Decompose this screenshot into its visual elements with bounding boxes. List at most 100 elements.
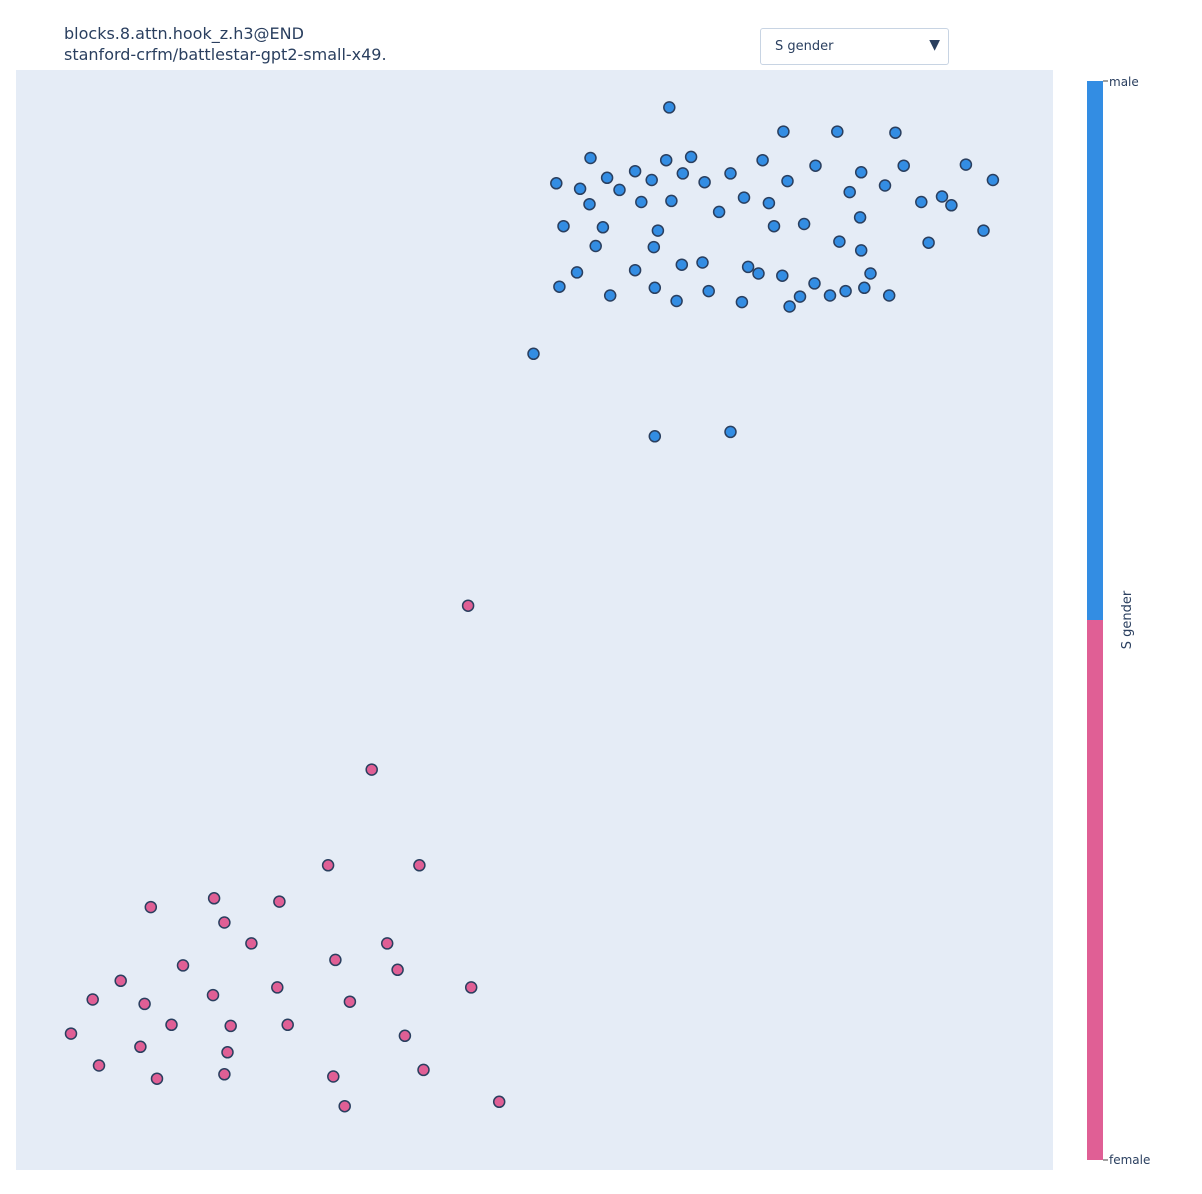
scatter-point-male-69 (724, 425, 737, 439)
scatter-point-female-2 (321, 859, 335, 872)
chart-title-line-2: stanford-crfm/battlestar-gpt2-small-x49. (64, 45, 387, 64)
scatter-point-male-53 (603, 289, 617, 302)
scatter-point-male-11 (959, 158, 973, 171)
scatter-point-male-25 (781, 174, 794, 188)
scatter-point-female-12 (391, 963, 404, 977)
scatter-point-female-29 (218, 1068, 231, 1081)
scatter-point-female-32 (338, 1099, 351, 1113)
scatter-point-female-20 (165, 1018, 178, 1032)
colorbar-segment-female (1087, 620, 1103, 1160)
scatter-point-female-22 (281, 1018, 294, 1032)
scatter-point-male-43 (647, 240, 661, 254)
scatter-point-male-17 (878, 179, 892, 192)
scatter-point-male-19 (935, 190, 949, 203)
scatter-point-female-0 (461, 599, 475, 612)
scatter-point-male-55 (648, 281, 662, 295)
scatter-point-male-52 (570, 266, 584, 279)
color-by-dropdown[interactable]: S gender ▼ (760, 28, 949, 65)
chart-title-line-1: blocks.8.attn.hook_z.h3@END (64, 24, 304, 43)
colorbar-tick-label-female: female (1109, 1153, 1150, 1167)
scatter-point-male-59 (783, 300, 796, 313)
scatter-point-male-35 (945, 199, 958, 212)
scatter-point-male-66 (882, 289, 896, 302)
scatter-point-male-42 (589, 239, 602, 253)
colorbar-segment-male (1087, 81, 1103, 620)
scatter-point-female-19 (343, 995, 357, 1008)
scatter-point-male-23 (645, 173, 658, 187)
scatter-point-male-58 (752, 267, 765, 280)
scatter-point-male-0 (663, 101, 676, 114)
scatter-point-female-7 (218, 916, 231, 929)
plot-area (16, 70, 1053, 1170)
scatter-point-male-68 (648, 430, 662, 443)
scatter-point-female-27 (92, 1059, 106, 1072)
scatter-point-male-50 (864, 267, 877, 280)
scatter-point-male-14 (676, 167, 690, 180)
scatter-point-female-31 (417, 1063, 430, 1077)
scatter-point-male-27 (583, 197, 596, 211)
scatter-point-male-3 (889, 126, 902, 139)
chart-title: blocks.8.attn.hook_z.h3@END stanford-crf… (64, 23, 387, 65)
scatter-point-male-47 (776, 269, 789, 282)
scatter-point-male-1 (777, 125, 790, 138)
scatter-point-male-15 (724, 167, 737, 180)
scatter-point-male-9 (854, 166, 868, 179)
scatter-point-male-34 (922, 236, 935, 249)
scatter-point-female-13 (114, 974, 127, 988)
scatter-point-male-32 (762, 196, 776, 210)
scatter-point-female-23 (398, 1029, 412, 1043)
dropdown-selected-value: S gender (775, 39, 834, 54)
scatter-point-male-30 (712, 205, 726, 219)
scatter-point-male-41 (977, 224, 990, 237)
scatter-point-male-28 (635, 195, 648, 209)
scatter-point-male-67 (527, 347, 540, 361)
scatter-point-male-5 (659, 153, 673, 167)
scatter-point-male-26 (986, 173, 1000, 187)
scatter-point-female-21 (224, 1019, 237, 1033)
scatter-point-male-54 (628, 263, 642, 277)
scatter-point-male-24 (698, 175, 711, 189)
scatter-point-male-45 (696, 256, 709, 269)
scatter-point-male-10 (897, 159, 910, 172)
colorbar-title: S gender (1120, 590, 1135, 649)
scatter-point-male-29 (665, 194, 678, 208)
colorbar: male female S gender (1087, 75, 1150, 1167)
scatter-point-male-63 (735, 295, 749, 309)
scatter-point-male-56 (670, 294, 683, 308)
scatter-point-male-39 (767, 219, 781, 233)
scatter-point-male-49 (854, 244, 868, 257)
scatter-point-male-46 (741, 260, 755, 274)
scatter-point-female-16 (86, 993, 99, 1006)
scatter-point-female-10 (380, 937, 394, 950)
scatter-point-male-16 (843, 185, 856, 199)
scatter-point-female-6 (273, 895, 286, 908)
scatter-point-male-61 (839, 284, 852, 298)
scatter-point-female-25 (134, 1040, 147, 1054)
scatter-point-male-64 (793, 290, 807, 303)
scatter-point-male-18 (915, 195, 928, 209)
scatter-point-female-9 (329, 953, 342, 967)
scatter-point-male-13 (628, 164, 642, 178)
scatter-point-female-14 (271, 981, 284, 994)
scatter-point-female-11 (176, 959, 190, 972)
scatter-point-male-12 (600, 171, 614, 185)
scatter-point-female-8 (245, 937, 258, 950)
scatter-point-female-1 (365, 763, 378, 776)
points-layer (64, 101, 1000, 1113)
scatter-point-male-31 (737, 191, 751, 204)
scatter-point-female-17 (138, 997, 151, 1011)
scatter-point-female-4 (144, 900, 158, 914)
triangle-down-icon: ▼ (929, 37, 940, 53)
scatter-point-male-37 (596, 221, 610, 234)
scatter-point-female-24 (64, 1027, 78, 1040)
scatter-point-male-60 (808, 277, 821, 290)
scatter-point-female-18 (206, 988, 220, 1002)
scatter-point-female-28 (150, 1072, 164, 1085)
scatter-point-male-62 (858, 281, 871, 295)
scatter-point-male-33 (853, 211, 867, 224)
colorbar-tick-label-male: male (1109, 75, 1139, 89)
scatter-point-male-4 (584, 151, 597, 165)
scatter-point-male-40 (797, 217, 811, 231)
scatter-point-male-38 (651, 224, 665, 237)
